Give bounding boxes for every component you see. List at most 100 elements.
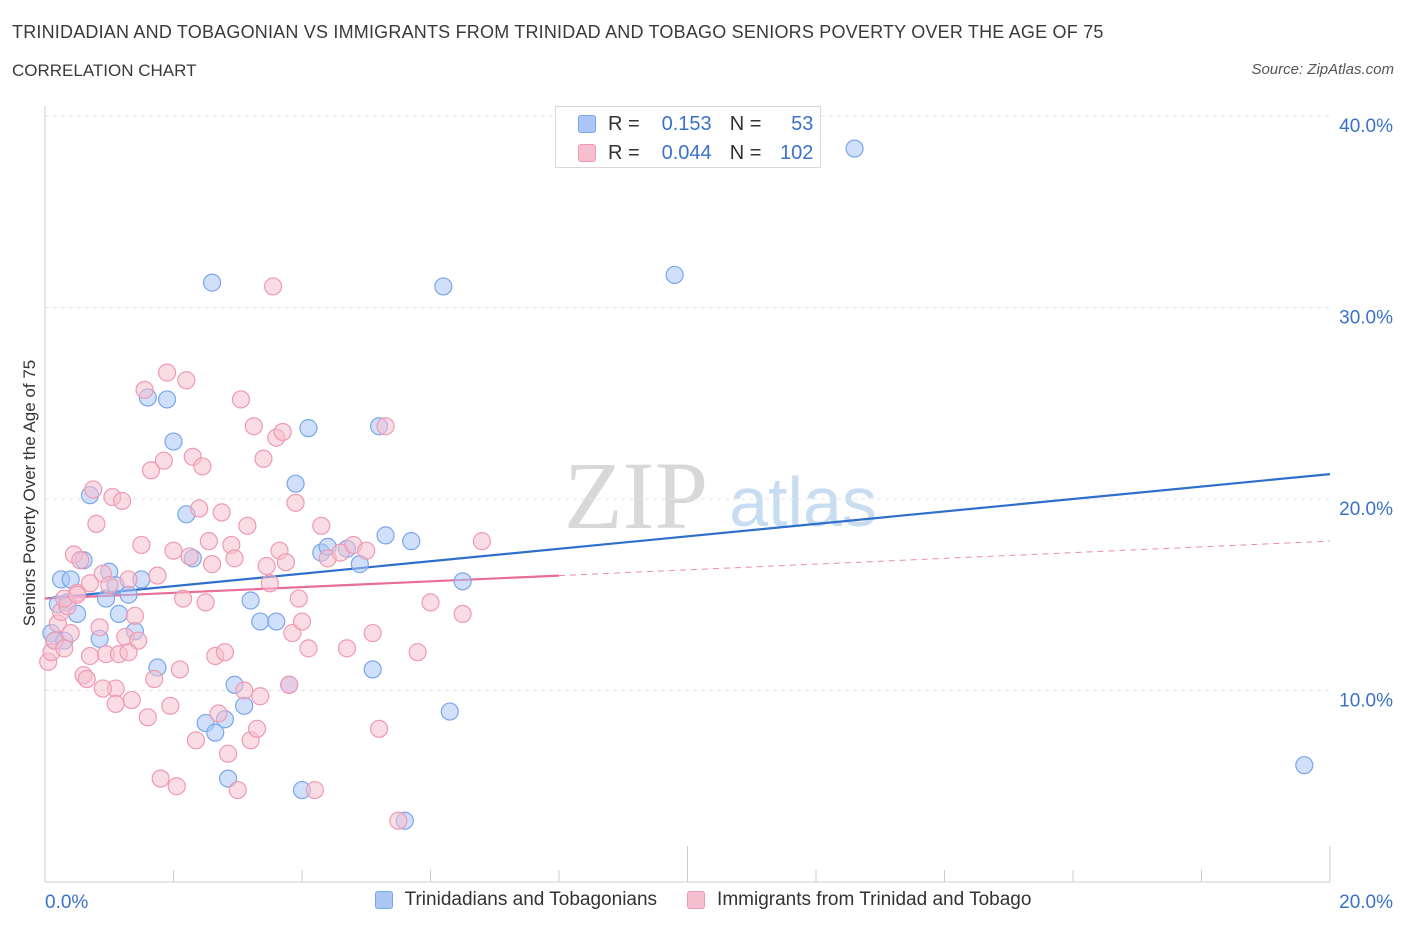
point-immigrants [148,566,167,585]
point-trinidadians [267,612,286,631]
point-trinidadians [845,139,864,158]
point-immigrants [199,532,218,551]
point-immigrants [244,417,263,436]
point-immigrants [77,669,96,689]
tick-labels: 10.0% 20.0% 30.0% 40.0% 0.0% 20.0% [45,116,1393,913]
point-trinidadians [453,572,472,591]
point-immigrants [376,417,395,436]
point-immigrants [164,541,183,560]
legend-swatch-pink [687,891,706,909]
point-immigrants [273,422,292,442]
point-trinidadians [665,265,684,285]
n-value: 53 [791,112,814,135]
legend-swatch-blue [374,891,393,909]
correlation-stats-box: R = 0.153 N = 53 R = 0.044 N = 102 [555,106,821,168]
point-immigrants [357,541,376,560]
point-trinidadians [402,532,421,551]
point-immigrants [71,551,90,570]
y-tick-label: 10.0% [1339,691,1393,712]
point-immigrants [151,769,170,788]
point-immigrants [235,681,254,700]
point-immigrants [61,623,80,643]
point-immigrants [263,277,283,296]
point-immigrants [280,675,299,694]
n-value: 102 [780,141,814,164]
point-immigrants [135,380,154,399]
point-immigrants [254,449,273,468]
point-trinidadians [235,696,254,715]
point-immigrants [157,363,177,382]
r-value: 0.153 [661,112,712,135]
point-immigrants [119,570,138,589]
point-immigrants [453,604,472,624]
x-tick-label: 0.0% [45,892,88,913]
point-trinidadians [376,526,395,545]
point-immigrants [80,574,100,593]
point-immigrants [299,639,318,658]
point-immigrants [209,704,228,723]
point-immigrants [87,514,106,533]
point-immigrants [363,623,382,643]
point-immigrants [219,744,238,763]
watermark-zip: ZIP [564,442,708,549]
point-immigrants [167,777,186,796]
point-immigrants [421,593,440,612]
r-value: 0.044 [661,141,712,164]
point-trinidadians [363,660,382,679]
point-immigrants [389,811,408,830]
point-trinidadians [434,277,453,296]
point-immigrants [141,461,161,480]
trend-line-trinidadians [44,473,1331,600]
point-trinidadians [119,585,138,604]
legend-item-immigrants[interactable]: Immigrants from Trinidad and Tobago [687,889,1031,911]
n-label: N = [729,141,762,164]
point-immigrants [93,679,112,698]
point-immigrants [260,574,279,593]
series-swatch-blue [578,115,596,133]
point-immigrants [125,606,145,625]
trend-line-extension [558,540,1331,577]
point-immigrants [84,480,103,499]
point-immigrants [174,589,193,608]
point-trinidadians [206,723,225,742]
watermark-atlas: atlas [729,463,877,541]
point-immigrants [337,639,357,658]
point-immigrants [122,690,141,710]
point-immigrants [55,639,74,658]
stats-row-immigrants: R = 0.044 N = 102 [578,138,813,168]
y-tick-label: 40.0% [1339,116,1393,137]
point-immigrants [312,516,331,535]
data-points [39,139,1314,830]
point-immigrants [196,593,215,612]
point-immigrants [190,499,209,518]
point-trinidadians [299,419,318,438]
point-immigrants [276,553,296,572]
chart-legend: Trinidadians and Tobagonians Immigrants … [0,889,1406,911]
point-trinidadians [1295,756,1314,775]
point-trinidadians [109,604,128,624]
point-immigrants [225,549,244,568]
legend-label: Immigrants from Trinidad and Tobago [717,889,1032,910]
chart-subtitle: CORRELATION CHART [12,61,197,80]
point-immigrants [154,451,173,470]
point-trinidadians [164,432,183,451]
point-immigrants [212,503,231,522]
point-immigrants [305,780,324,800]
legend-label: Trinidadians and Tobagonians [404,889,658,910]
point-trinidadians [251,612,270,631]
point-immigrants [408,643,427,662]
point-immigrants [90,618,109,637]
point-immigrants [80,646,100,666]
point-trinidadians [202,273,222,292]
point-immigrants [170,660,190,679]
legend-item-trinidadians[interactable]: Trinidadians and Tobagonians [374,889,658,911]
point-immigrants [257,556,276,576]
point-immigrants [119,643,138,662]
point-immigrants [132,535,151,555]
point-immigrants [202,555,222,574]
axes [44,106,1331,883]
point-immigrants [180,547,199,566]
point-immigrants [289,589,308,608]
point-immigrants [215,643,234,662]
